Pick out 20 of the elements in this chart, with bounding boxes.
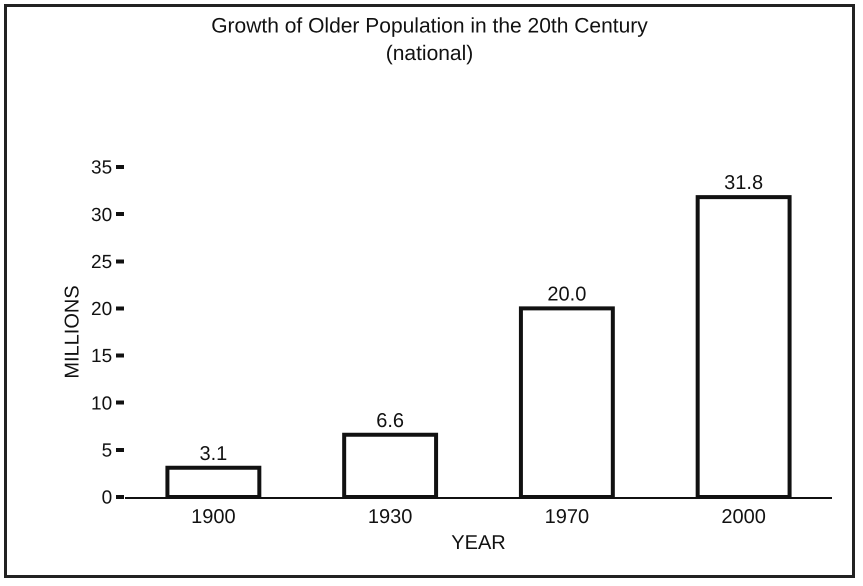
x-tick-label: 2000 xyxy=(721,506,766,528)
x-axis-title: YEAR xyxy=(451,532,506,554)
y-axis-title: MILLIONS xyxy=(62,285,84,379)
chart-title: Growth of Older Population in the 20th Century xyxy=(211,14,648,38)
x-tick-label: 1970 xyxy=(544,506,590,528)
x-tick-label: 1900 xyxy=(191,506,236,528)
y-tick-label: 20 xyxy=(91,299,112,320)
data-label: 20.0 xyxy=(547,283,586,306)
y-tick-label: 25 xyxy=(91,252,112,273)
x-tick-label: 1930 xyxy=(368,506,412,528)
data-label: 6.6 xyxy=(376,410,404,432)
y-tick-label: 15 xyxy=(91,346,112,368)
data-label: 31.8 xyxy=(724,172,764,194)
y-tick-label: 35 xyxy=(91,158,112,179)
chart-subtitle: (national) xyxy=(386,42,474,65)
y-tick-label: 0 xyxy=(102,488,112,509)
y-tick-label: 30 xyxy=(91,204,112,226)
data-label: 3.1 xyxy=(199,442,228,465)
y-tick-label: 10 xyxy=(91,393,112,414)
y-tick-label: 5 xyxy=(102,440,112,462)
